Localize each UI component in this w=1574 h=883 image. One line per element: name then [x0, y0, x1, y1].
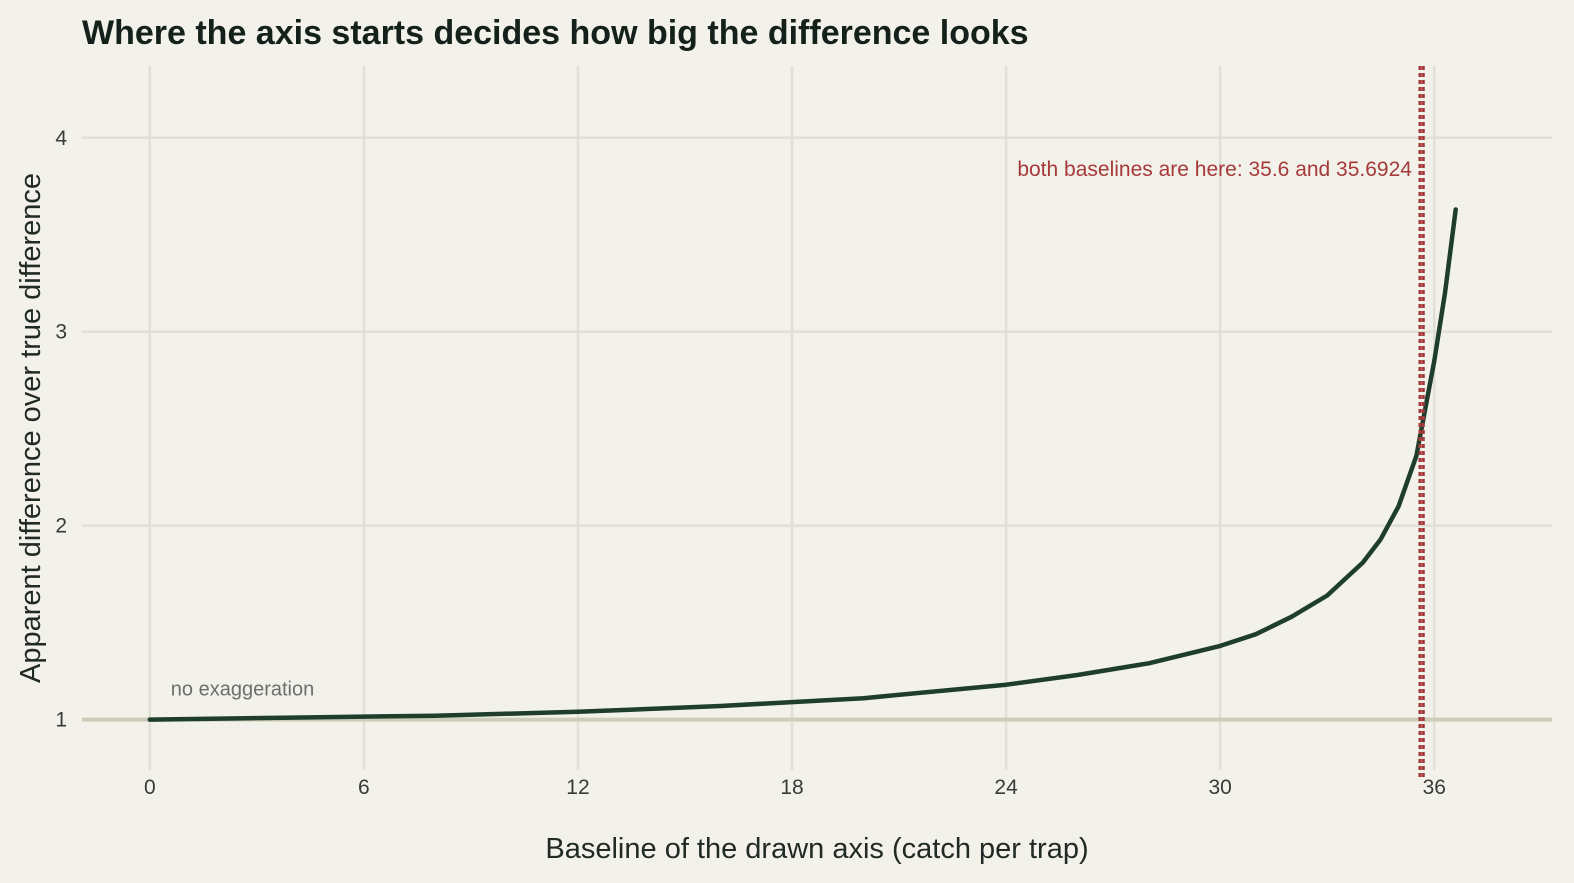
baseline-marker-label: both baselines are here: 35.6 and 35.692… [1017, 158, 1412, 181]
x-tick-label: 24 [994, 776, 1018, 799]
x-tick-label: 36 [1423, 776, 1446, 799]
x-tick-label: 18 [780, 776, 803, 799]
x-tick-label: 12 [566, 776, 589, 799]
series-line [147, 207, 1458, 722]
baseline-marker [1418, 66, 1425, 780]
y-tick-label: 1 [55, 709, 67, 732]
x-tick-label: 30 [1208, 776, 1231, 799]
y-tick-label: 3 [55, 321, 67, 344]
x-axis-label: Baseline of the drawn axis (catch per tr… [545, 833, 1088, 865]
series-layer [147, 207, 1458, 722]
x-tick-label: 6 [358, 776, 370, 799]
y-axis-label: Apparent difference over true difference [15, 173, 47, 683]
y-axis-ticks: 1 2 3 4 [55, 127, 67, 732]
x-axis-ticks: 0 6 12 18 24 30 36 [144, 776, 1446, 799]
chart-title: Where the axis starts decides how big th… [82, 14, 1029, 52]
grid [82, 66, 1552, 770]
y-tick-label: 2 [55, 515, 67, 538]
x-tick-label: 0 [144, 776, 156, 799]
y-tick-label: 4 [55, 127, 67, 150]
reference-line-label: no exaggeration [171, 679, 314, 701]
